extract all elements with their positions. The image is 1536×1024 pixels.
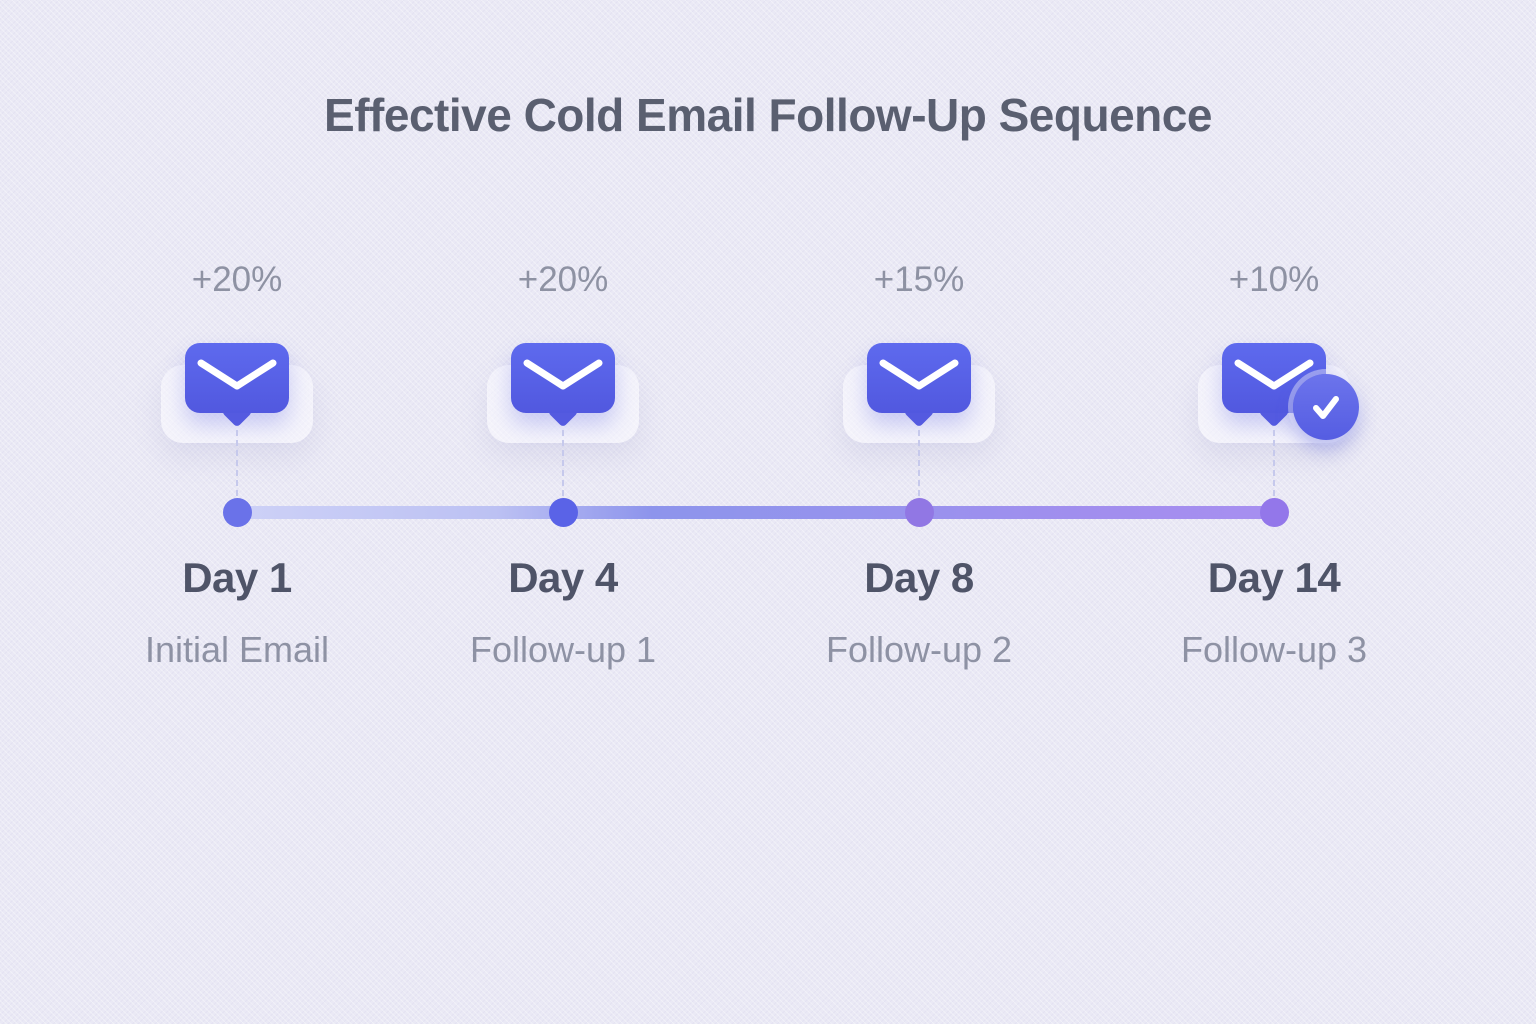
step-label: Initial Email — [144, 629, 330, 670]
page-title: Effective Cold Email Follow-Up Sequence — [324, 89, 1212, 141]
dashed-connector — [562, 430, 564, 506]
milestone-day-8: +15% Day 8 Follow-up 2 — [769, 0, 1069, 1024]
milestone-day-14: +10% Day 14 Follow-up 3 — [1124, 0, 1424, 1024]
uplift-label: +20% — [191, 260, 283, 299]
milestone-day-4: +20% Day 4 Follow-up 1 — [413, 0, 713, 1024]
email-icon-group — [161, 343, 313, 453]
uplift-label: +15% — [873, 260, 965, 299]
email-icon-group — [1198, 343, 1359, 453]
timeline-dot — [548, 498, 578, 527]
day-label: Day 14 — [1207, 554, 1341, 601]
dashed-connector — [236, 430, 238, 506]
timeline-dot — [904, 498, 934, 527]
step-label: Follow-up 1 — [469, 629, 657, 670]
step-label: Follow-up 2 — [825, 629, 1013, 670]
uplift-label: +10% — [1228, 260, 1320, 299]
day-label: Day 1 — [182, 554, 292, 601]
day-label: Day 4 — [508, 554, 618, 601]
envelope-message-icon — [511, 343, 615, 413]
milestone-day-1: +20% Day 1 Initial Email — [87, 0, 387, 1024]
envelope-message-icon — [867, 343, 971, 413]
envelope-message-icon — [185, 343, 289, 413]
day-label: Day 8 — [864, 554, 974, 601]
step-label: Follow-up 3 — [1180, 629, 1368, 670]
timeline-dot — [1259, 498, 1289, 527]
dashed-connector — [1273, 430, 1275, 506]
dashed-connector — [918, 430, 920, 506]
check-circle-icon — [1293, 374, 1359, 440]
timeline-dot — [222, 498, 252, 527]
uplift-label: +20% — [517, 260, 609, 299]
timeline-line — [237, 506, 1274, 519]
